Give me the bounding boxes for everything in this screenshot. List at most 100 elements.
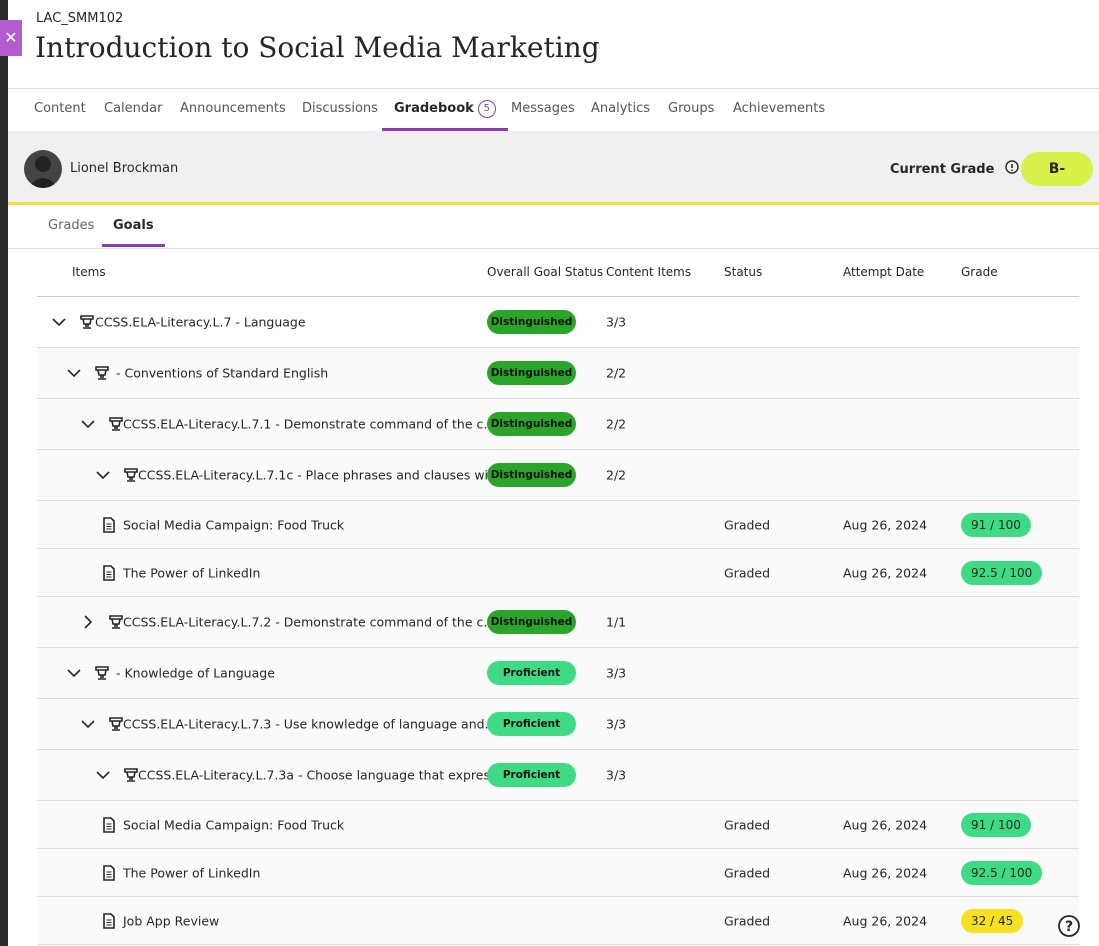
attempt-date: Aug 26, 2024	[843, 565, 927, 580]
course-id: LAC_SMM102	[36, 11, 123, 26]
table-body: CCSS.ELA-Literacy.L.7 - Language Distingu…	[37, 297, 1079, 945]
table-header: ItemsOverall Goal StatusContent ItemsSta…	[37, 249, 1079, 297]
item-status: Graded	[724, 817, 770, 832]
grade-pill[interactable]: 92.5 / 100	[961, 561, 1042, 585]
document-icon	[101, 913, 117, 929]
goal-row: - Conventions of Standard EnglishDisting…	[37, 348, 1079, 399]
tab[interactable]: Discussions	[302, 89, 378, 131]
content-items: 3/3	[606, 666, 626, 681]
tab[interactable]: Messages	[511, 89, 575, 131]
attempt-date: Aug 26, 2024	[843, 865, 927, 880]
column-header: Attempt Date	[843, 265, 924, 279]
content-items: 3/3	[606, 768, 626, 783]
grade-pill[interactable]: 92.5 / 100	[961, 861, 1042, 885]
goal-row: - Knowledge of Language Proficient 3/3	[37, 648, 1079, 699]
attempt-date: Aug 26, 2024	[843, 817, 927, 832]
tab-label: Groups	[668, 101, 714, 116]
chevron[interactable]	[80, 416, 96, 432]
goal-status: Distinguished	[487, 610, 576, 634]
side-strip	[0, 0, 8, 946]
item-name[interactable]: The Power of LinkedIn	[123, 565, 260, 580]
tab-bar: ContentCalendarAnnouncementsDiscussionsG…	[8, 88, 1099, 132]
chevron[interactable]	[80, 716, 96, 732]
content-items: 3/3	[606, 717, 626, 732]
content-items: 1/1	[606, 615, 626, 630]
goal-status: Distinguished	[487, 463, 576, 487]
label: Current Grade	[890, 162, 994, 177]
goal-name: - Conventions of Standard English	[116, 366, 328, 381]
tab-label: Achievements	[733, 101, 825, 116]
goal-status: Proficient	[487, 712, 576, 736]
subtab[interactable]: Grades	[48, 218, 94, 247]
goal-row: CCSS.ELA-Literacy.L.7.3a - Choose langua…	[37, 750, 1079, 801]
tab[interactable]: Announcements	[180, 89, 286, 131]
tab[interactable]: Content	[34, 89, 86, 131]
tab-label: Messages	[511, 101, 575, 116]
chevron[interactable]	[80, 614, 96, 630]
goal-name: CCSS.ELA-Literacy.L.7.2 - Demonstrate co…	[123, 615, 496, 630]
item-row: Job App Review Graded Aug 26, 2024 32 / 45	[37, 897, 1079, 945]
goal-status: Distinguished	[487, 412, 576, 436]
column-header: Items	[72, 265, 106, 279]
item-name[interactable]: Social Media Campaign: Food Truck	[123, 817, 344, 832]
avatar	[24, 150, 62, 188]
item-status: Graded	[724, 913, 770, 928]
tab[interactable]: Groups	[668, 89, 714, 131]
goal-row: CCSS.ELA-Literacy.L.7 - Language Distingu…	[37, 297, 1079, 348]
item-status: Graded	[724, 865, 770, 880]
subtab-bar: Grades Goals	[8, 206, 1099, 249]
student-name: Lionel Brockman	[70, 161, 178, 176]
goal-icon	[94, 365, 110, 381]
goal-row: CCSS.ELA-Literacy.L.7.1 - Demonstrate co…	[37, 399, 1079, 450]
help-button[interactable]: ?	[1057, 914, 1081, 938]
chevron[interactable]	[66, 365, 82, 381]
chevron[interactable]	[51, 314, 67, 330]
tab[interactable]: Analytics	[591, 89, 650, 131]
tab-badge: 5	[478, 100, 496, 118]
grade-pill[interactable]: 32 / 45	[961, 909, 1023, 933]
item-row: Social Media Campaign: Food TruckGradedA…	[37, 501, 1079, 549]
item-name[interactable]: Job App Review	[123, 913, 219, 928]
attempt-date: Aug 26, 2024	[843, 517, 927, 532]
tab-label: Content	[34, 101, 86, 116]
item-name[interactable]: Social Media Campaign: Food Truck	[123, 517, 344, 532]
goal-name: CCSS.ELA-Literacy.L.7.1 - Demonstrate co…	[123, 417, 496, 432]
subtab[interactable]: Goals	[102, 218, 165, 247]
goal-status: Proficient	[487, 661, 576, 685]
column-header: Grade	[961, 265, 998, 279]
tab[interactable]: Achievements	[733, 89, 825, 131]
close-button[interactable]: ✕	[0, 20, 22, 56]
tab[interactable]: Gradebook5	[382, 89, 508, 131]
goal-name: - Knowledge of Language	[116, 666, 275, 681]
document-icon	[101, 865, 117, 881]
goal-icon	[79, 314, 95, 330]
current-grade-label: Current Grade	[890, 160, 1019, 177]
info-icon[interactable]	[1005, 160, 1019, 174]
goal-icon	[108, 416, 124, 432]
chevron[interactable]	[66, 665, 82, 681]
goal-name: CCSS.ELA-Literacy.L.7.3a - Choose langua…	[138, 768, 509, 783]
content-items: 2/2	[606, 468, 626, 483]
attempt-date: Aug 26, 2024	[843, 913, 927, 928]
item-name[interactable]: The Power of LinkedIn	[123, 865, 260, 880]
goal-icon	[108, 614, 124, 630]
goal-name: CCSS.ELA-Literacy.L.7 - Language	[95, 315, 306, 330]
goal-icon	[123, 767, 139, 783]
current-grade[interactable]: B-	[1021, 152, 1093, 186]
tab[interactable]: Calendar	[104, 89, 162, 131]
goal-row: CCSS.ELA-Literacy.L.7.1c - Place phrases…	[37, 450, 1079, 501]
chevron[interactable]	[95, 767, 111, 783]
goal-status: Distinguished	[487, 310, 576, 334]
tab-label: Announcements	[180, 101, 286, 116]
tab-label: Analytics	[591, 101, 650, 116]
goal-row: CCSS.ELA-Literacy.L.7.3 - Use knowledge …	[37, 699, 1079, 750]
column-header: Status	[724, 265, 762, 279]
document-icon	[101, 817, 117, 833]
chevron[interactable]	[95, 467, 111, 483]
tab-label: Calendar	[104, 101, 162, 116]
grade-pill[interactable]: 91 / 100	[961, 513, 1031, 537]
goal-name: CCSS.ELA-Literacy.L.7.3 - Use knowledge …	[123, 717, 497, 732]
document-icon	[101, 517, 117, 533]
grade-pill[interactable]: 91 / 100	[961, 813, 1031, 837]
